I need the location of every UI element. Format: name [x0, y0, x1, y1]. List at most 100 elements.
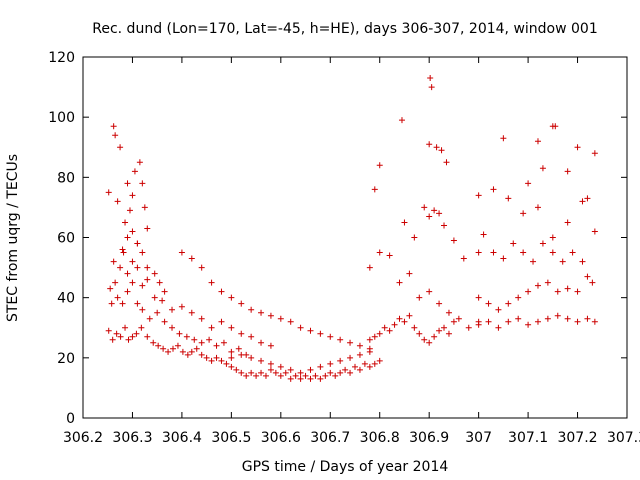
data-point — [206, 336, 213, 343]
data-point — [317, 363, 324, 370]
data-point — [574, 288, 581, 295]
data-point — [161, 288, 168, 295]
data-point — [475, 192, 482, 199]
data-point — [421, 336, 428, 343]
data-point — [327, 360, 334, 367]
data-point — [105, 327, 112, 334]
data-point — [450, 237, 457, 244]
data-point — [381, 324, 388, 331]
data-point — [160, 345, 167, 352]
data-point — [272, 369, 279, 376]
x-tick-label: 306.2 — [63, 430, 103, 446]
data-point — [347, 369, 354, 376]
data-point — [443, 159, 450, 166]
data-point — [366, 348, 373, 355]
data-point — [490, 186, 497, 193]
data-point — [117, 264, 124, 271]
data-point — [184, 351, 191, 358]
data-point — [238, 330, 245, 337]
data-point — [297, 375, 304, 382]
data-point — [515, 294, 522, 301]
data-point — [505, 195, 512, 202]
data-point — [258, 369, 265, 376]
data-point — [161, 318, 168, 325]
y-tick-label: 100 — [48, 110, 75, 126]
x-tick-label: 306.6 — [261, 430, 301, 446]
data-point — [426, 141, 433, 148]
y-tick-label: 40 — [57, 291, 75, 307]
data-point — [438, 147, 445, 154]
data-point — [193, 345, 200, 352]
data-point — [267, 366, 274, 373]
data-point — [307, 375, 314, 382]
data-point — [515, 315, 522, 322]
data-point — [559, 258, 566, 265]
data-point — [169, 306, 176, 313]
data-point — [277, 315, 284, 322]
data-point — [376, 249, 383, 256]
data-point — [109, 336, 116, 343]
data-point — [248, 369, 255, 376]
data-point — [450, 318, 457, 325]
data-point — [213, 354, 220, 361]
data-point — [495, 306, 502, 313]
data-point — [208, 324, 215, 331]
data-point — [119, 300, 126, 307]
data-point — [258, 309, 265, 316]
data-point — [436, 327, 443, 334]
data-point — [401, 219, 408, 226]
data-point — [228, 294, 235, 301]
data-point — [178, 303, 185, 310]
data-point — [139, 282, 146, 289]
data-point — [277, 372, 284, 379]
data-point — [371, 186, 378, 193]
y-axis-ticks: 0 20 40 60 80 100 120 — [48, 50, 627, 427]
x-tick-label: 306.9 — [409, 430, 449, 446]
data-point — [144, 333, 151, 340]
data-point — [475, 249, 482, 256]
data-point — [307, 327, 314, 334]
data-point — [366, 264, 373, 271]
data-point — [505, 300, 512, 307]
data-point — [591, 228, 598, 235]
data-point — [386, 327, 393, 334]
data-point — [426, 339, 433, 346]
data-point — [144, 264, 151, 271]
data-point — [347, 354, 354, 361]
data-point — [564, 315, 571, 322]
data-point — [119, 246, 126, 253]
data-point — [544, 279, 551, 286]
x-tick-label: 307 — [465, 430, 492, 446]
data-point — [198, 351, 205, 358]
data-point — [426, 288, 433, 295]
data-point — [411, 234, 418, 241]
data-point — [391, 321, 398, 328]
data-point — [436, 210, 443, 217]
data-point — [124, 180, 131, 187]
data-point — [327, 369, 334, 376]
x-axis-ticks: 306.2 306.3 306.4 306.5 306.6 306.7 306.8 306.9… — [63, 57, 640, 446]
data-point — [122, 324, 129, 331]
data-point — [113, 330, 120, 337]
data-point — [534, 318, 541, 325]
data-point — [421, 204, 428, 211]
data-point — [297, 324, 304, 331]
data-point — [342, 366, 349, 373]
x-tick-label: 307.2 — [557, 430, 597, 446]
data-point — [317, 375, 324, 382]
data-point — [125, 336, 132, 343]
data-point — [228, 363, 235, 370]
data-point — [297, 369, 304, 376]
x-tick-label: 306.3 — [112, 430, 152, 446]
data-point — [371, 333, 378, 340]
data-point — [287, 318, 294, 325]
data-point — [525, 288, 532, 295]
x-axis-label: GPS time / Days of year 2014 — [242, 459, 449, 475]
data-point — [376, 330, 383, 337]
data-point — [371, 360, 378, 367]
data-point — [238, 369, 245, 376]
data-point — [112, 279, 119, 286]
data-point — [203, 354, 210, 361]
data-point — [105, 189, 112, 196]
data-point — [579, 258, 586, 265]
